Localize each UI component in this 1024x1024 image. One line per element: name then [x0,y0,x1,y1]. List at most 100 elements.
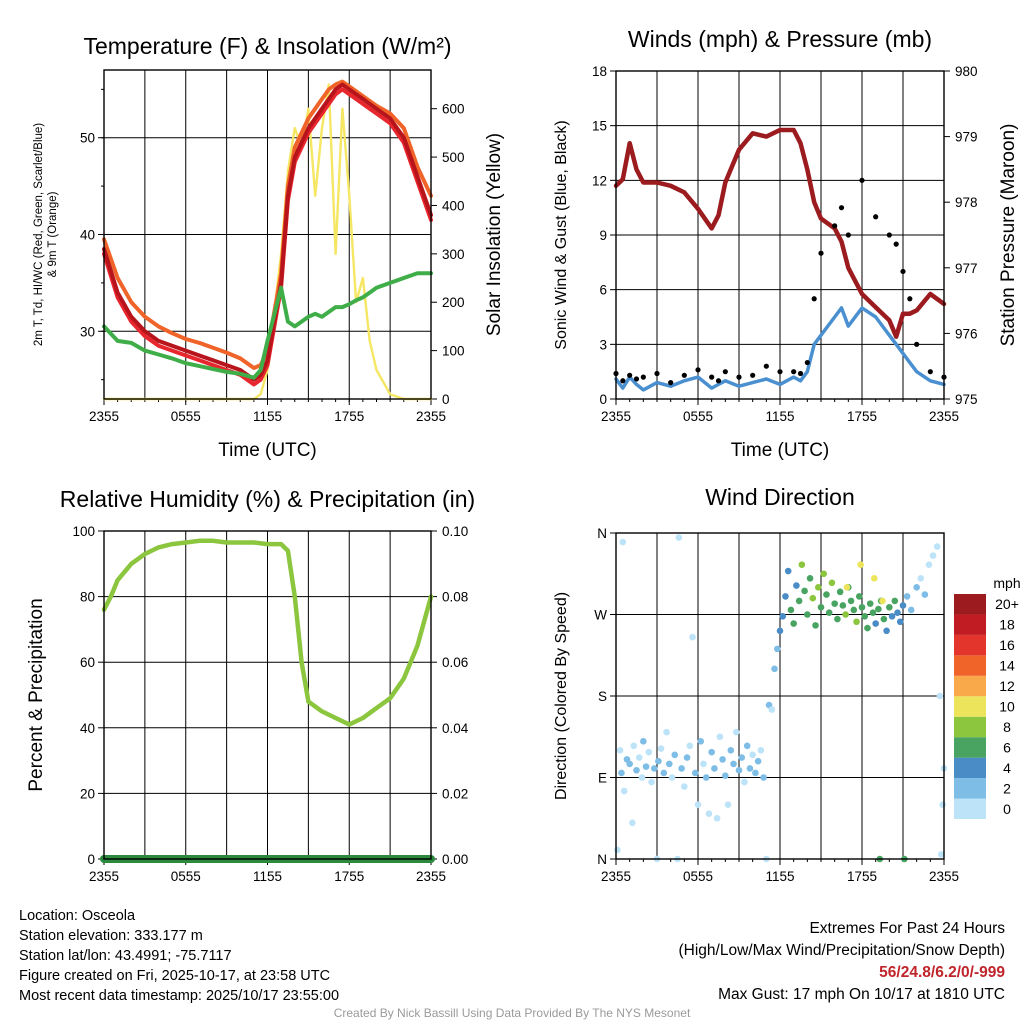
direction-point [853,618,860,626]
y2-tick-label: 976 [955,326,978,341]
direction-point [630,742,638,750]
gust-point [750,372,756,378]
direction-point [657,745,665,752]
direction-point [857,561,864,568]
direction-point [886,603,893,611]
direction-point [642,763,650,770]
direction-point [626,760,633,768]
direction-point [616,747,624,754]
y2-tick-label: 0.04 [442,721,469,736]
direction-point [866,600,874,607]
direction-point [749,751,756,759]
colorbar-label: 18 [999,617,1015,633]
gust-point [804,359,810,366]
y-axis-label-line2: & 9m T (Orange) [47,191,59,277]
direction-point [746,765,754,772]
series-2m-t [102,82,433,382]
direction-point [675,534,683,541]
direction-point [828,579,836,587]
direction-point [678,765,685,772]
x-tick-label: 1155 [253,869,282,884]
gust-point [654,370,660,377]
y-tick-label: 0 [599,392,607,407]
direction-point [871,574,878,582]
y-tick-label: W [594,608,607,623]
x-tick-label: 2355 [416,409,446,424]
gust-point [668,380,674,386]
direction-point [842,611,849,618]
direction-point [929,552,937,559]
direction-point [823,591,830,598]
y2-tick-label: 0.06 [442,655,468,670]
colorbar-label: 12 [999,678,1015,694]
x-tick-label: 2355 [929,869,959,884]
direction-point [752,769,759,777]
gust-point [791,369,797,375]
direction-point [724,801,732,808]
x-tick-label: 2355 [929,409,959,424]
direction-point [771,665,778,673]
direction-point [666,760,673,768]
colorbar-swatch [954,594,986,615]
direction-point [700,760,707,768]
direction-point [635,754,643,761]
y-axis-label: Sonic Wind & Gust (Blue, Black) [553,120,570,349]
x-tick-label: 0555 [683,409,713,424]
direction-point [872,620,879,627]
direction-point [847,597,855,605]
direction-point [809,594,817,602]
direction-point [825,609,833,616]
direction-point [790,620,797,627]
gust-point [859,177,865,183]
direction-point [843,584,851,591]
direction-point [850,606,858,614]
y2-axis-label: Solar Insolation (Yellow) [484,133,505,336]
x-tick-label: 1155 [765,869,794,884]
x-axis-label: Time (UTC) [218,440,317,461]
series-9m-t [102,79,433,370]
gust-point [797,370,804,377]
y-tick-label: 12 [592,173,607,188]
colorbar-swatch [954,798,986,819]
direction-point [879,597,886,605]
plot-border [615,532,945,860]
direction-point [861,613,869,620]
direction-point [686,742,694,750]
direction-point [925,561,933,568]
direction-point [933,543,941,550]
direction-point [939,801,946,808]
plot-border [103,530,432,860]
gust-point [811,296,817,302]
series-td [102,271,433,380]
direction-point [899,602,907,609]
colorbar-swatch [954,655,986,676]
direction-point [638,774,646,781]
y2-tick-label: 0 [442,392,450,407]
y-tick-label: 15 [592,119,607,134]
x-tick-label: 2355 [416,869,446,884]
direction-point [903,593,911,600]
gust-point [777,369,783,375]
x-tick-label: 1155 [765,409,794,424]
credit-line: Created By Nick Bassill Using Data Provi… [333,1006,691,1020]
direction-point [633,766,640,774]
direction-point [689,633,696,641]
direction-point [640,737,647,745]
colorbar-label: 2 [1003,780,1011,796]
direction-point [645,748,653,756]
gust-point [620,378,626,384]
direction-point [768,706,776,713]
colorbar-label: 8 [1003,719,1011,735]
gust-point [900,268,906,275]
direction-point [741,778,748,786]
gust-point [927,369,933,375]
extremes-values: 56/24.8/6.2/0/-999 [879,964,1005,981]
direction-point [683,754,691,761]
y2-tick-label: 979 [955,130,978,145]
direction-point [784,567,792,575]
direction-point [787,606,795,614]
direction-point [711,765,718,772]
direction-point [773,645,781,653]
direction-point [691,769,699,777]
gust-point [818,250,824,256]
